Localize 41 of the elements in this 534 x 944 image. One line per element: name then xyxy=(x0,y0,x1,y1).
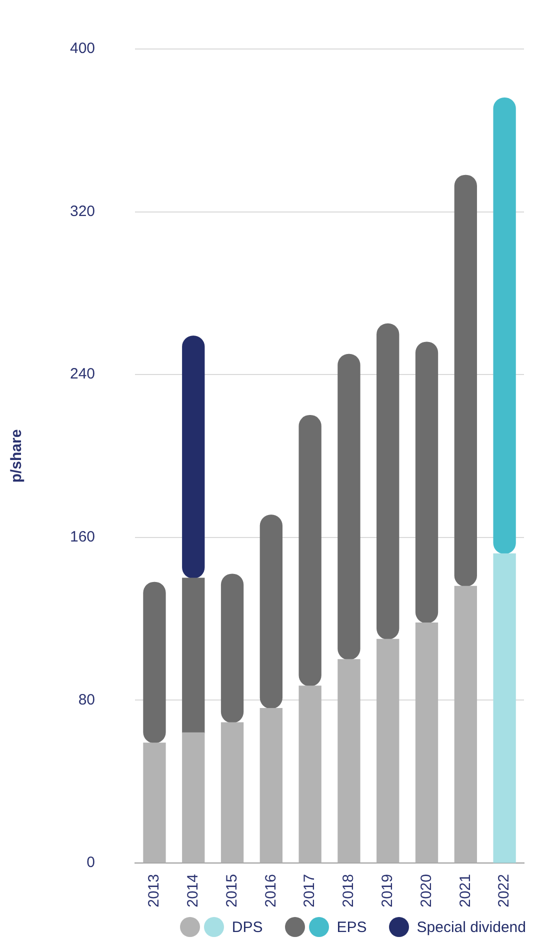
bar xyxy=(454,174,477,587)
x-tick-label: 2016 xyxy=(262,874,280,908)
y-tick-label: 400 xyxy=(70,40,96,58)
bar xyxy=(260,514,282,709)
bar xyxy=(415,342,438,624)
y-axis-title: p/share xyxy=(8,429,26,483)
bar xyxy=(376,323,400,640)
legend-label: DPS xyxy=(232,918,263,936)
x-tick-label: 2013 xyxy=(146,874,163,908)
x-tick-label: 2014 xyxy=(184,874,202,908)
legend-label: Special dividend xyxy=(416,918,526,936)
bar xyxy=(220,722,244,863)
y-tick-label: 240 xyxy=(70,366,96,383)
bar xyxy=(493,553,516,863)
bar xyxy=(338,354,360,660)
bar xyxy=(454,586,477,863)
bar xyxy=(182,732,205,863)
bar xyxy=(182,578,205,734)
y-tick-label: 0 xyxy=(86,854,96,872)
legend-label: EPS xyxy=(336,918,367,936)
bar xyxy=(220,574,244,723)
bar xyxy=(338,659,360,863)
x-tick-label: 2017 xyxy=(301,874,318,908)
x-tick-label: 2022 xyxy=(496,874,513,908)
bar xyxy=(143,582,166,744)
x-tick-label: 2015 xyxy=(223,874,240,908)
bar xyxy=(376,638,400,863)
x-tick-label: 2018 xyxy=(340,874,358,908)
y-tick-label: 80 xyxy=(78,691,96,708)
bar xyxy=(182,336,205,578)
x-tick-label: 2021 xyxy=(456,874,474,908)
bar xyxy=(298,414,322,686)
y-tick-label: 160 xyxy=(70,528,96,546)
bar xyxy=(143,742,166,863)
bar xyxy=(260,708,282,863)
bar xyxy=(298,686,322,863)
x-tick-label: 2019 xyxy=(379,874,396,908)
y-tick-label: 320 xyxy=(70,202,96,220)
bar xyxy=(493,98,516,554)
bar xyxy=(415,622,438,863)
x-tick-label: 2020 xyxy=(418,874,435,908)
